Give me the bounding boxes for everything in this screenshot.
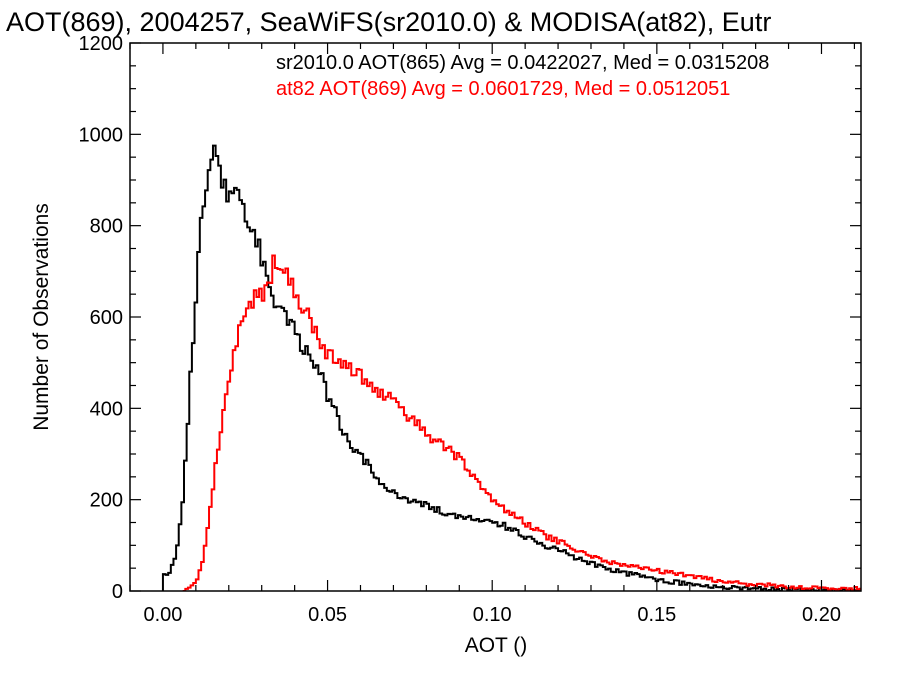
x-axis-label: AOT (): [465, 634, 528, 657]
histogram-series-1: [182, 254, 861, 591]
y-tick-label: 400: [90, 398, 123, 420]
chart-title: AOT(869), 2004257, SeaWiFS(sr2010.0) & M…: [6, 7, 771, 37]
stats-annotation-at82: at82 AOT(869) Avg = 0.0601729, Med = 0.0…: [276, 78, 730, 100]
y-tick-label: 600: [90, 307, 123, 329]
y-tick-label: 0: [112, 581, 123, 603]
y-tick-label: 200: [90, 490, 123, 512]
y-tick-label: 1000: [79, 124, 124, 146]
histogram-series-0: [161, 144, 861, 591]
y-axis-label: Number of Observations: [30, 203, 53, 431]
y-tick-label: 1200: [79, 33, 124, 55]
x-tick-label: 0.20: [802, 604, 841, 626]
x-tick-label: 0.15: [637, 604, 676, 626]
x-tick-label: 0.00: [143, 604, 182, 626]
axis-ticks: 0.00 0.05 0.10 0.15 0.20 0 200 400 600 800 1000 120…: [79, 33, 861, 626]
plot-area: [161, 144, 861, 591]
plot-frame: [129, 42, 862, 592]
y-tick-label: 800: [90, 216, 123, 238]
stats-annotation-sr2010: sr2010.0 AOT(865) Avg = 0.0422027, Med =…: [276, 52, 769, 74]
x-tick-label: 0.05: [308, 604, 347, 626]
x-tick-label: 0.10: [473, 604, 512, 626]
